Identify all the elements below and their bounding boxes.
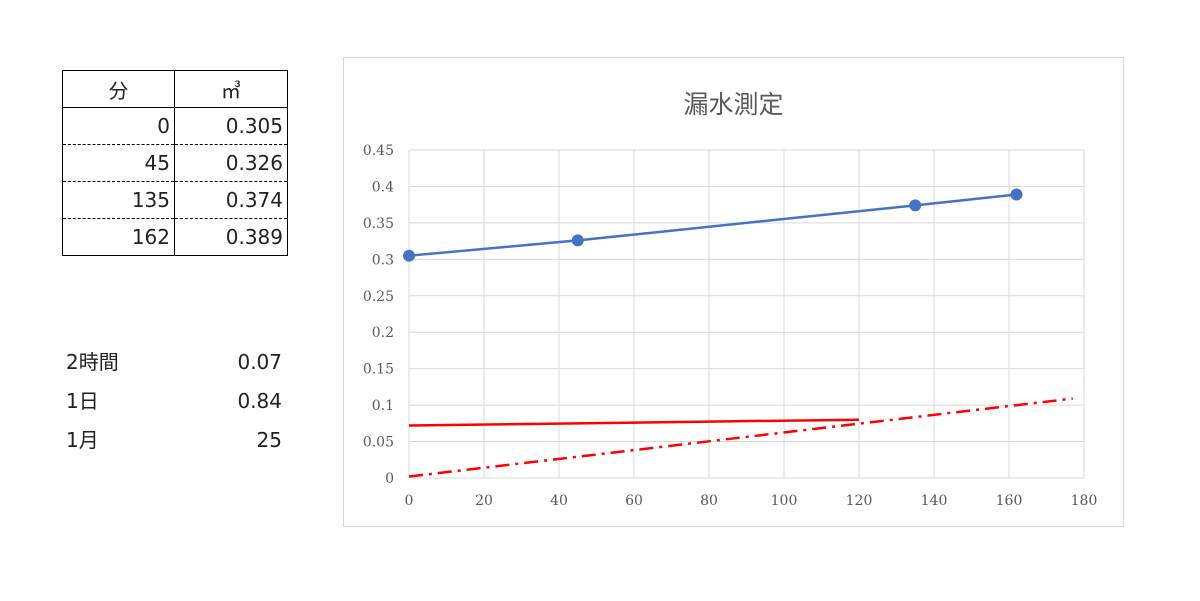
summary-value: 0.07: [237, 350, 282, 374]
data-point: [571, 234, 584, 247]
summary-row-1m: 1月 25: [66, 421, 282, 460]
cell-minutes: 0: [62, 107, 175, 145]
y-tick-label: 0.05: [363, 435, 394, 451]
x-tick-label: 100: [771, 493, 798, 509]
y-tick-label: 0.35: [363, 216, 394, 232]
summary-value: 25: [256, 428, 282, 452]
cell-volume: 0.326: [174, 144, 288, 182]
table-row: 135 0.374: [62, 181, 288, 219]
table-row: 45 0.326: [62, 144, 288, 182]
series-line-1: [408, 193, 1017, 257]
data-point: [403, 249, 415, 262]
summary-label: 1日: [66, 389, 99, 413]
summary-label: 2時間: [66, 350, 119, 374]
y-tick-label: 0.25: [363, 289, 394, 305]
summary-value: 0.84: [237, 389, 282, 413]
cell-minutes: 135: [62, 181, 175, 219]
cell-volume: 0.389: [174, 218, 288, 256]
x-tick-label: 140: [921, 493, 948, 509]
x-tick-label: 0: [405, 493, 414, 509]
series-line-2: [408, 418, 860, 427]
cell-volume: 0.305: [174, 107, 288, 145]
measurement-table: 分 ㎥ 0 0.305 45 0.326 135 0.374 162 0.389: [62, 70, 288, 256]
x-tick-label: 160: [996, 493, 1023, 509]
header-minutes: 分: [62, 70, 175, 108]
y-tick-label: 0.4: [372, 179, 394, 195]
plot-svg: 0 0.05 0.1 0.15 0.2 0.25 0.3 0.35 0.4 0.45 0 20 40 60…: [363, 143, 1098, 509]
table-row: 0 0.305: [62, 107, 288, 145]
chart-area: 漏水測定 0 0.05 0.1 0.15 0.2 0.25 0.3 0.35 0.4 0.45 0 2…: [343, 57, 1124, 527]
cell-volume: 0.374: [174, 181, 288, 219]
y-tick-label: 0.45: [363, 143, 394, 159]
data-point: [909, 199, 922, 212]
y-tick-label: 0.1: [372, 398, 394, 414]
y-tick-label: 0.3: [372, 252, 394, 268]
x-tick-label: 20: [475, 493, 493, 509]
summary-row-1d: 1日 0.84: [66, 382, 282, 421]
table-row: 162 0.389: [62, 218, 288, 256]
x-tick-label: 80: [700, 493, 718, 509]
header-volume: ㎥: [174, 70, 288, 108]
summary-row-2h: 2時間 0.07: [66, 343, 282, 382]
x-tick-label: 60: [625, 493, 643, 509]
chart-title: 漏水測定: [683, 90, 784, 119]
cell-minutes: 45: [62, 144, 175, 182]
x-tick-label: 120: [846, 493, 873, 509]
x-tick-label: 40: [550, 493, 568, 509]
x-tick-label: 180: [1071, 493, 1098, 509]
y-tick-label: 0.15: [363, 362, 394, 378]
cell-minutes: 162: [62, 218, 175, 256]
table-header-row: 分 ㎥: [62, 70, 288, 108]
y-tick-label: 0: [385, 471, 394, 487]
series-line-3: [408, 397, 1073, 478]
data-point: [1010, 188, 1023, 201]
summary-label: 1月: [66, 428, 99, 452]
summary-block: 2時間 0.07 1日 0.84 1月 25: [66, 343, 282, 460]
y-tick-label: 0.2: [372, 325, 394, 341]
